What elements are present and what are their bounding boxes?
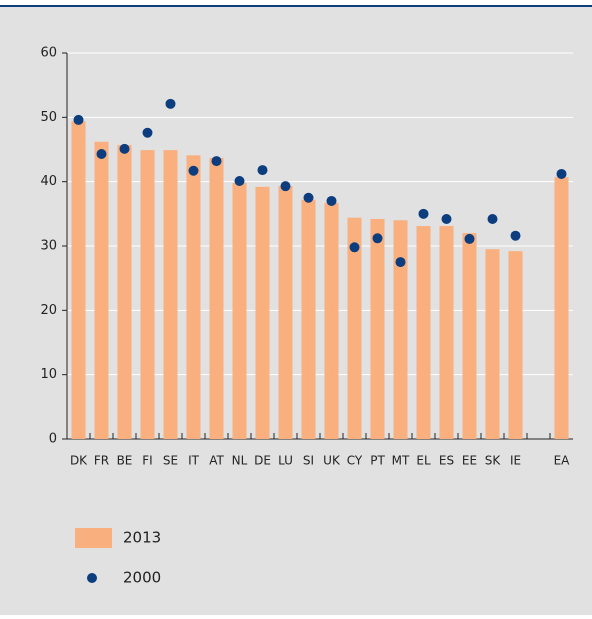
x-tick-label: IT: [188, 454, 200, 468]
bar: [508, 251, 523, 439]
x-tick-label: UK: [323, 454, 341, 468]
dot: [418, 208, 429, 219]
dot: [234, 176, 245, 187]
bar: [554, 177, 569, 439]
dot: [441, 213, 452, 224]
dot: [188, 165, 199, 176]
bar: [140, 150, 155, 440]
x-tick-label: BE: [117, 454, 133, 468]
bar: [347, 217, 362, 439]
legend-label: 2013: [123, 529, 161, 547]
y-tick-label: 40: [40, 174, 57, 189]
bar: [485, 249, 500, 439]
bar: [255, 186, 270, 439]
dot: [326, 195, 337, 206]
legend-label: 2000: [123, 569, 161, 587]
x-tick-label: NL: [232, 454, 248, 468]
bar: [163, 150, 178, 440]
dot: [487, 213, 498, 224]
bar: [71, 121, 86, 440]
dot: [372, 233, 383, 244]
x-tick-label: SK: [485, 454, 502, 468]
dot: [211, 156, 222, 167]
y-tick-label: 60: [40, 46, 57, 61]
x-tick-label: EA: [554, 454, 571, 468]
dot: [464, 233, 475, 244]
x-tick-label: MT: [392, 454, 410, 468]
x-tick-label: AT: [209, 454, 224, 468]
dot: [96, 149, 107, 160]
y-tick-label: 30: [40, 239, 57, 254]
bar: [117, 144, 132, 439]
x-tick-label: EL: [416, 454, 431, 468]
bar: [209, 157, 224, 439]
bar: [232, 182, 247, 439]
dot: [510, 230, 521, 241]
dot: [142, 127, 153, 138]
dot: [119, 143, 130, 154]
y-tick-label: 10: [40, 367, 57, 382]
x-tick-label: IE: [510, 454, 521, 468]
bar: [416, 226, 431, 439]
legend-swatch: [87, 573, 97, 583]
dot: [280, 181, 291, 192]
bar: [462, 233, 477, 439]
dot: [73, 114, 84, 125]
x-tick-label: ES: [439, 454, 454, 468]
dot: [165, 98, 176, 109]
bar: [324, 202, 339, 439]
x-tick-label: CY: [347, 454, 363, 468]
bar: [94, 141, 109, 439]
y-tick-label: 0: [49, 432, 57, 447]
dot: [303, 192, 314, 203]
x-tick-label: PT: [370, 454, 385, 468]
x-tick-label: SE: [163, 454, 178, 468]
x-tick-label: LU: [278, 454, 293, 468]
x-tick-label: EE: [462, 454, 477, 468]
dot: [349, 242, 360, 253]
bar: [439, 226, 454, 439]
bar: [393, 220, 408, 439]
bar: [278, 186, 293, 439]
x-tick-label: SI: [303, 454, 314, 468]
bar: [186, 155, 201, 440]
legend-swatch: [75, 528, 112, 548]
dot: [395, 257, 406, 268]
x-tick-label: FR: [94, 454, 109, 468]
dot: [556, 168, 567, 179]
bar: [301, 199, 316, 439]
x-tick-label: DE: [254, 454, 271, 468]
x-tick-label: FI: [142, 454, 152, 468]
dot: [257, 165, 268, 176]
y-tick-label: 20: [40, 303, 57, 318]
x-tick-label: DK: [70, 454, 88, 468]
y-tick-label: 50: [40, 110, 57, 125]
bar: [370, 218, 385, 439]
